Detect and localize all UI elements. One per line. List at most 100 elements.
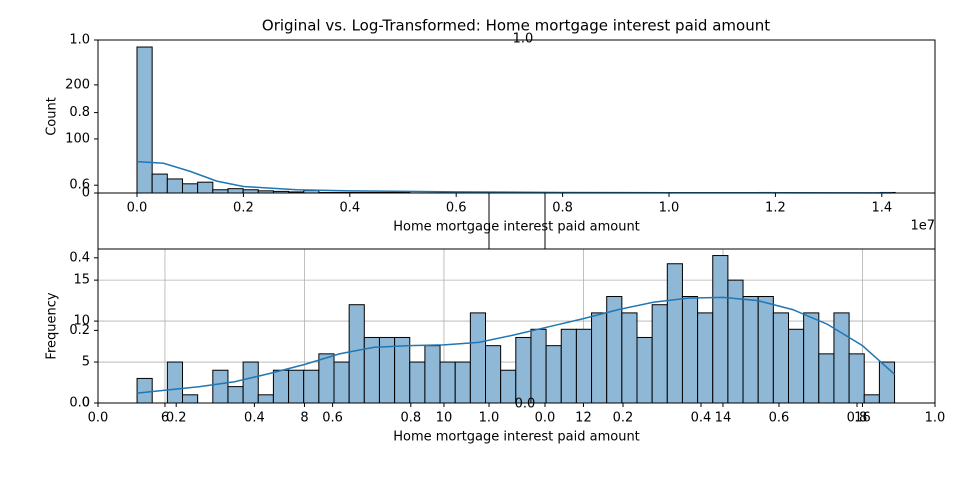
overlay-y-tick-label: 1.0 — [69, 33, 90, 48]
bar — [530, 328, 547, 404]
figure-title: Original vs. Log-Transformed: Home mortg… — [262, 17, 770, 35]
x-tick-label: 0.0 — [127, 201, 148, 216]
overlay-x-tick-label: 1.0 — [479, 411, 500, 426]
overlay-y-tick-label: 0.4 — [69, 250, 90, 265]
overlay-y-tick-label: 0.6 — [69, 178, 90, 193]
overlay-x-tick-label: 0.4 — [244, 411, 265, 426]
bar — [621, 312, 638, 404]
bar — [318, 353, 335, 404]
bar — [303, 369, 320, 404]
bar — [182, 394, 199, 404]
overlay-x-tick-label: 0.0 — [88, 411, 109, 426]
overlay-x-tick-label: 0.8 — [847, 411, 868, 426]
bar — [394, 336, 411, 404]
y-tick-label: 100 — [65, 131, 90, 146]
overlay-x-tick-label: 0.6 — [769, 411, 790, 426]
bar — [212, 369, 229, 404]
x-tick-label: 1.4 — [871, 201, 892, 216]
overlay-y-tick-label: 0.0 — [69, 396, 90, 411]
overlay-x-tick-label: 0.4 — [691, 411, 712, 426]
bar — [787, 328, 805, 404]
bar — [136, 46, 153, 194]
x-tick-label: 0.8 — [552, 201, 573, 216]
bar — [591, 312, 608, 404]
bar — [272, 369, 290, 404]
bar — [454, 361, 471, 404]
bar — [666, 263, 683, 404]
mid-axis-label: 1.0 — [513, 32, 534, 47]
overlay-x-tick-label: 0.6 — [322, 411, 343, 426]
bar — [772, 312, 789, 404]
x-tick-label: 0.2 — [233, 201, 254, 216]
bar — [409, 361, 426, 404]
bar — [181, 183, 199, 194]
overlay-x-tick-label: 0.0 — [535, 411, 556, 426]
mid-axis-label: 0.0 — [515, 397, 536, 412]
bar — [333, 361, 350, 404]
bar — [712, 255, 729, 404]
x-tick-label: 10 — [436, 411, 453, 426]
x-tick-label: 12 — [575, 411, 592, 426]
bar — [424, 345, 441, 404]
x-tick-label: 14 — [715, 411, 732, 426]
overlay-x-tick-label: 0.8 — [400, 411, 421, 426]
bar — [863, 394, 880, 404]
x-tick-label: 0.4 — [339, 201, 360, 216]
x-tick-label: 1.2 — [765, 201, 786, 216]
overlay-y-tick-label: 0.8 — [69, 105, 90, 120]
bar — [136, 377, 153, 404]
bar — [197, 181, 214, 194]
bar — [227, 386, 244, 404]
bar — [742, 296, 759, 404]
bar — [848, 353, 865, 404]
bar — [242, 361, 259, 404]
plot-frame — [97, 39, 936, 194]
bar — [681, 296, 699, 404]
bar — [575, 328, 593, 404]
y-tick-label: 10 — [73, 314, 90, 329]
bar — [651, 304, 668, 404]
overlay-x-tick-label: 0.2 — [166, 411, 187, 426]
bar — [348, 304, 365, 404]
x-offset-label: 1e7 — [910, 219, 935, 234]
bar — [151, 173, 168, 194]
overlay-x-tick-label: 1.0 — [925, 411, 946, 426]
y-tick-label: 5 — [82, 355, 90, 370]
y-axis-label: Count — [45, 97, 60, 136]
y-tick-label: 200 — [65, 77, 90, 92]
x-tick-label: 8 — [300, 411, 308, 426]
x-tick-label: 6 — [161, 411, 169, 426]
overlay-y-tick-label: 0.2 — [69, 323, 90, 338]
plot-area — [98, 40, 935, 193]
bar — [439, 361, 456, 404]
x-axis-label: Home mortgage interest paid amount — [393, 220, 640, 235]
bar — [545, 345, 562, 404]
y-axis-label: Frequency — [45, 292, 60, 359]
bar — [757, 296, 774, 404]
bar — [469, 312, 487, 404]
x-tick-label: 1.0 — [659, 201, 680, 216]
bar — [697, 312, 714, 404]
y-tick-label: 0 — [82, 186, 90, 201]
x-axis-label: Home mortgage interest paid amount — [393, 430, 640, 445]
bar — [166, 361, 184, 404]
bar — [257, 394, 274, 404]
y-tick-label: 0 — [82, 396, 90, 411]
bar — [833, 312, 850, 404]
bar — [500, 369, 517, 404]
bar — [560, 328, 577, 404]
y-tick-label: 15 — [73, 273, 90, 288]
bar — [803, 312, 820, 404]
bar — [636, 336, 653, 404]
bar — [227, 188, 244, 194]
bar — [166, 178, 183, 194]
bar — [288, 369, 305, 404]
x-tick-label: 0.6 — [446, 201, 467, 216]
bar — [515, 336, 532, 404]
x-tick-label: 16 — [854, 411, 871, 426]
bar — [818, 353, 835, 404]
plot-frame — [97, 248, 936, 404]
bar — [485, 345, 502, 404]
kde-line — [136, 296, 896, 394]
